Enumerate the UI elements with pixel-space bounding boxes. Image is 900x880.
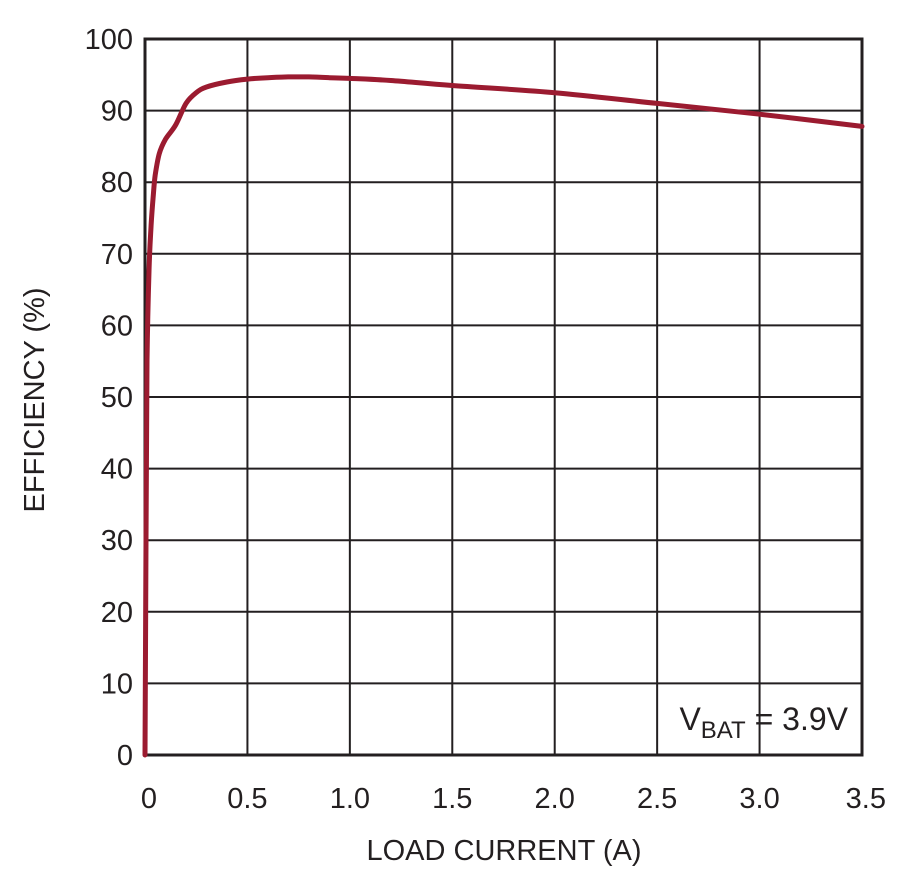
y-tick-label: 20	[101, 597, 133, 629]
y-tick-label: 40	[101, 454, 133, 486]
efficiency-series-line	[142, 74, 865, 758]
x-tick-labels: 0 0.5 1.0 1.5 2.0 2.5 3.0 3.5	[141, 783, 886, 815]
y-tick-label: 10	[101, 668, 133, 700]
y-tick-label: 80	[101, 167, 133, 199]
annotation-main: V	[679, 701, 701, 737]
annotation-sub: BAT	[701, 717, 746, 744]
grid	[144, 38, 863, 756]
x-tick-label: 3.5	[846, 783, 886, 815]
y-tick-label: 30	[101, 525, 133, 557]
annotation-rest: = 3.9V	[746, 701, 849, 737]
x-tick-label: 1.0	[330, 783, 370, 815]
vbat-annotation: VBAT = 3.9V	[679, 701, 848, 744]
x-tick-label: 0	[141, 783, 157, 815]
x-tick-label: 2.5	[637, 783, 677, 815]
x-tick-label: 0.5	[227, 783, 267, 815]
x-tick-label: 3.0	[739, 783, 779, 815]
y-tick-label: 70	[101, 239, 133, 271]
y-tick-label: 0	[117, 740, 133, 772]
series-layer	[142, 74, 865, 758]
x-tick-label: 2.0	[535, 783, 575, 815]
y-tick-label: 90	[101, 96, 133, 128]
x-tick-label: 1.5	[432, 783, 472, 815]
y-tick-label: 100	[85, 24, 133, 56]
y-tick-label: 50	[101, 382, 133, 414]
y-axis-label: EFFICIENCY (%)	[19, 287, 51, 512]
y-tick-labels: 0 10 20 30 40 50 60 70 80 90 100	[85, 24, 133, 772]
y-tick-label: 60	[101, 310, 133, 342]
x-axis-label: LOAD CURRENT (A)	[367, 835, 642, 867]
